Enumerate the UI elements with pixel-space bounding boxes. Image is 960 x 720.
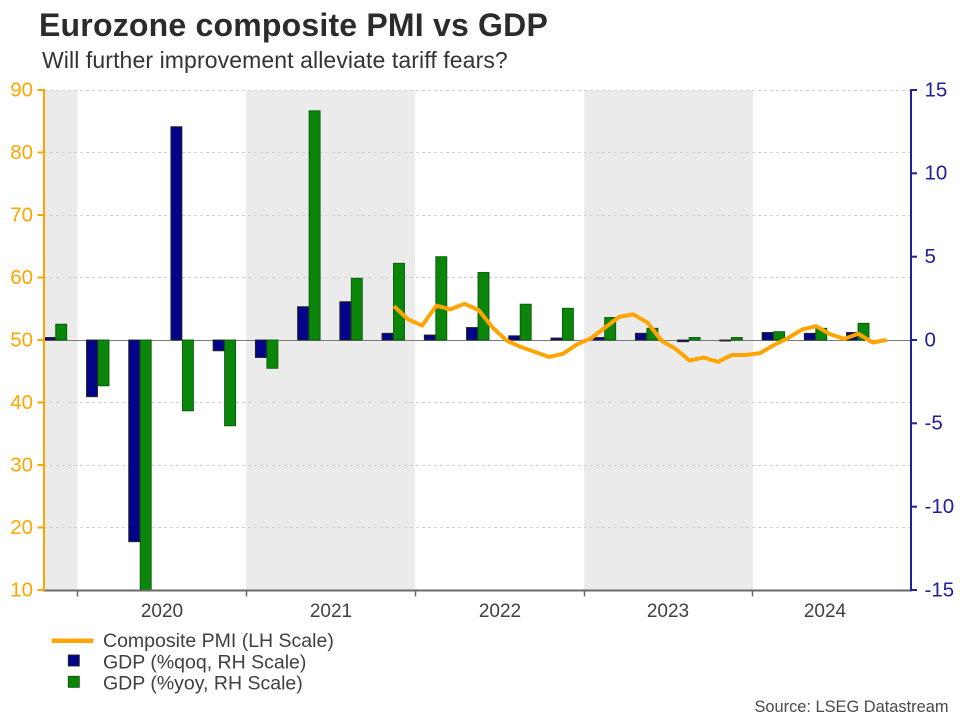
svg-text:60: 60	[10, 266, 33, 289]
svg-text:20: 20	[10, 516, 33, 539]
svg-text:10: 10	[10, 578, 33, 601]
svg-text:70: 70	[10, 203, 33, 226]
svg-text:10: 10	[925, 162, 948, 185]
svg-text:15: 15	[925, 78, 948, 101]
svg-text:-15: -15	[925, 578, 955, 601]
svg-text:Composite PMI (LH Scale): Composite PMI (LH Scale)	[103, 630, 334, 652]
svg-text:GDP (%yoy, RH Scale): GDP (%yoy, RH Scale)	[103, 673, 303, 695]
svg-text:2021: 2021	[310, 601, 352, 622]
svg-text:30: 30	[10, 453, 33, 476]
svg-text:40: 40	[10, 391, 33, 414]
svg-text:-5: -5	[925, 412, 943, 435]
svg-text:5: 5	[925, 245, 936, 268]
svg-text:2024: 2024	[804, 601, 847, 622]
svg-text:GDP (%qoq, RH Scale): GDP (%qoq, RH Scale)	[103, 651, 306, 673]
svg-text:2020: 2020	[141, 601, 183, 622]
svg-text:80: 80	[10, 141, 33, 164]
svg-text:2023: 2023	[647, 601, 689, 622]
svg-text:Source: LSEG Datastream: Source: LSEG Datastream	[754, 698, 948, 716]
svg-text:0: 0	[925, 328, 936, 351]
svg-text:-10: -10	[925, 495, 955, 518]
svg-text:50: 50	[10, 328, 33, 351]
svg-text:2022: 2022	[479, 601, 521, 622]
svg-text:90: 90	[10, 78, 33, 101]
